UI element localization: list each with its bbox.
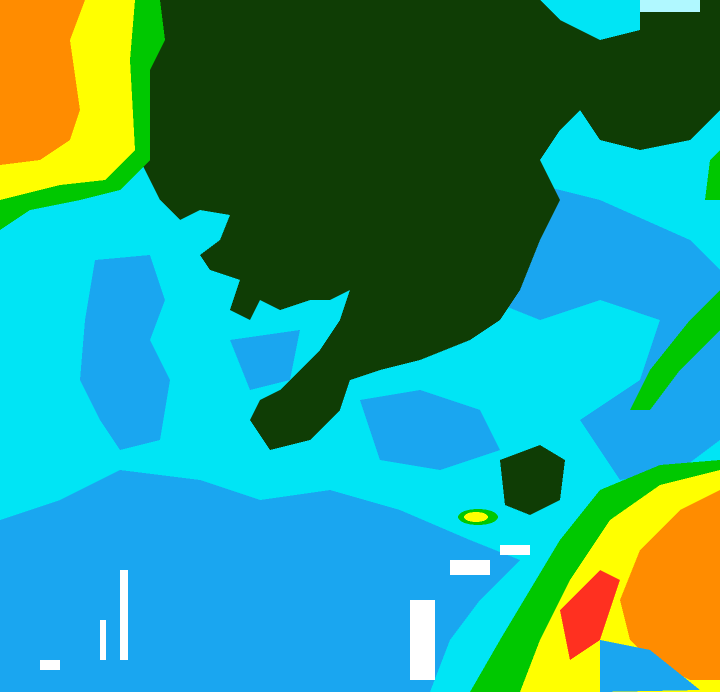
white-specks xyxy=(40,0,700,680)
speck xyxy=(450,560,490,575)
speck xyxy=(40,660,60,670)
orange-core xyxy=(0,0,85,165)
blue-patch xyxy=(80,255,170,450)
blue-patch xyxy=(0,470,520,692)
speck xyxy=(500,545,530,555)
blue-patch xyxy=(230,330,300,390)
green-streak xyxy=(705,150,720,200)
speck xyxy=(410,600,435,680)
dark-region xyxy=(140,0,720,515)
dark-blob xyxy=(500,445,565,515)
speck xyxy=(120,570,128,660)
speck xyxy=(100,620,106,660)
blue-patch xyxy=(360,390,500,470)
orange-core xyxy=(620,490,720,680)
spot-core xyxy=(464,512,488,522)
speck xyxy=(640,0,700,12)
green-streak xyxy=(630,290,720,410)
blue-patch xyxy=(600,640,700,692)
red-patch xyxy=(560,570,620,660)
dark-finger xyxy=(410,220,450,300)
